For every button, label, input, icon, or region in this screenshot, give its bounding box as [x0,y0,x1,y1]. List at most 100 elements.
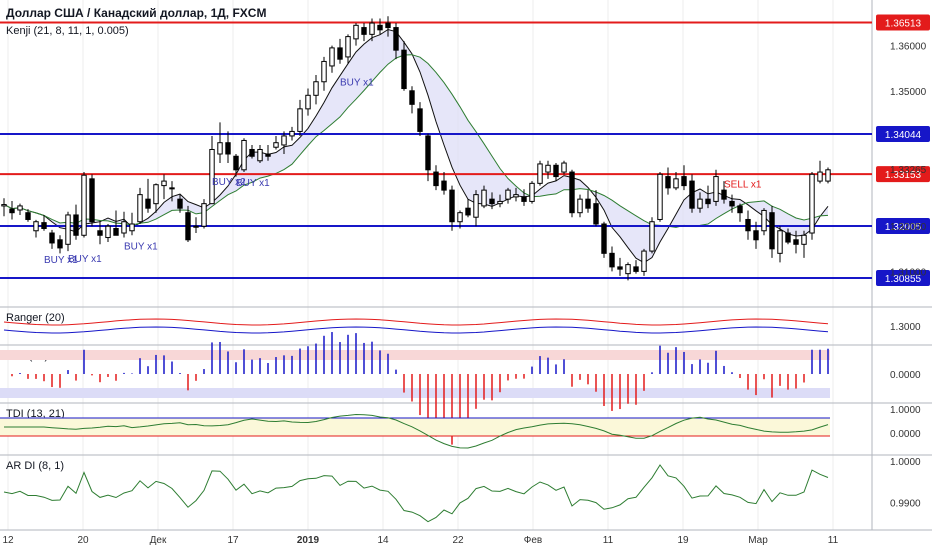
candle[interactable] [305,94,311,110]
candle[interactable] [601,223,607,254]
candle[interactable] [73,214,79,236]
candle[interactable] [585,198,591,209]
candle[interactable] [97,230,103,236]
candle[interactable] [769,212,775,250]
candle[interactable] [329,47,335,67]
candle[interactable] [177,198,183,209]
candle[interactable] [521,196,527,202]
candle[interactable] [377,24,383,31]
candle[interactable] [241,139,247,171]
candle[interactable] [169,187,175,190]
candle[interactable] [625,264,631,275]
candle[interactable] [577,198,583,214]
candle[interactable] [1,204,7,207]
candle[interactable] [25,212,31,220]
candle[interactable] [633,266,639,272]
candle[interactable] [489,198,495,205]
candle[interactable] [393,27,399,51]
candle[interactable] [113,228,119,236]
candle[interactable] [449,189,455,223]
candle[interactable] [481,189,487,207]
candle[interactable] [553,164,559,178]
candle[interactable] [233,155,239,171]
candle[interactable] [513,194,519,198]
candle[interactable] [713,176,719,202]
candle[interactable] [401,49,407,90]
candle[interactable] [737,205,743,214]
indicator-panes[interactable]: Ranger (20)MSI (10)TDI (13, 21)AR DI (8,… [0,312,830,523]
candle[interactable] [649,221,655,252]
candle[interactable] [257,148,263,162]
candle[interactable] [65,214,71,245]
candle[interactable] [777,230,783,254]
candle[interactable] [281,135,287,146]
candle[interactable] [745,218,751,232]
candle[interactable] [17,205,23,211]
candle[interactable] [249,148,255,157]
candle[interactable] [425,135,431,171]
candle[interactable] [681,176,687,187]
candle[interactable] [41,222,47,230]
candle[interactable] [665,176,671,189]
candle[interactable] [105,225,111,239]
candle[interactable] [201,203,207,227]
candle[interactable] [465,207,471,216]
candle[interactable] [153,184,159,205]
candle[interactable] [137,194,143,223]
candle[interactable] [457,212,463,223]
candle[interactable] [57,239,63,249]
candle[interactable] [81,174,87,236]
candle[interactable] [729,200,735,207]
candle[interactable] [641,250,647,272]
candle[interactable] [721,189,727,200]
candle[interactable] [809,173,815,234]
candle[interactable] [433,171,439,187]
candle[interactable] [561,162,567,173]
candle[interactable] [505,189,511,200]
candle[interactable] [473,194,479,218]
candle[interactable] [145,198,151,209]
candle[interactable] [385,22,391,29]
candle[interactable] [593,203,599,225]
candle[interactable] [353,24,359,40]
time-axis[interactable]: 12 20 Дек 17 2019 14 22 Фев 11 19 Мар 11 [2,535,838,546]
candle[interactable] [273,142,279,148]
candle[interactable] [33,221,39,232]
candle[interactable] [689,180,695,209]
candle[interactable] [369,22,375,35]
candle[interactable] [289,130,295,137]
candle[interactable] [225,142,231,155]
candle[interactable] [409,90,415,105]
candle[interactable] [657,173,663,220]
candle[interactable] [529,182,535,202]
candle[interactable] [89,178,95,223]
candle[interactable] [345,36,351,58]
candle[interactable] [129,223,135,232]
candle[interactable] [49,232,55,244]
candle[interactable] [337,47,343,60]
candle[interactable] [193,225,199,228]
candle[interactable] [417,108,423,132]
candle[interactable] [121,221,127,234]
price-axis[interactable]: 1.36513 1.34044 1.33153 1.32005 1.30855 1.360… [876,14,930,509]
candle[interactable] [697,198,703,209]
candle[interactable] [825,169,831,182]
candle[interactable] [793,239,799,245]
candle[interactable] [313,81,319,96]
candle[interactable] [537,163,543,184]
candle[interactable] [609,252,615,268]
candle[interactable] [785,232,791,243]
candle[interactable] [617,266,623,270]
candle[interactable] [569,171,575,214]
candle[interactable] [441,180,447,191]
candle[interactable] [217,142,223,155]
candle[interactable] [801,234,807,245]
candle[interactable] [497,200,503,205]
candle[interactable] [297,108,303,132]
candle[interactable] [705,198,711,205]
candle[interactable] [321,60,327,83]
candle[interactable] [9,208,15,214]
candle[interactable] [545,164,551,173]
